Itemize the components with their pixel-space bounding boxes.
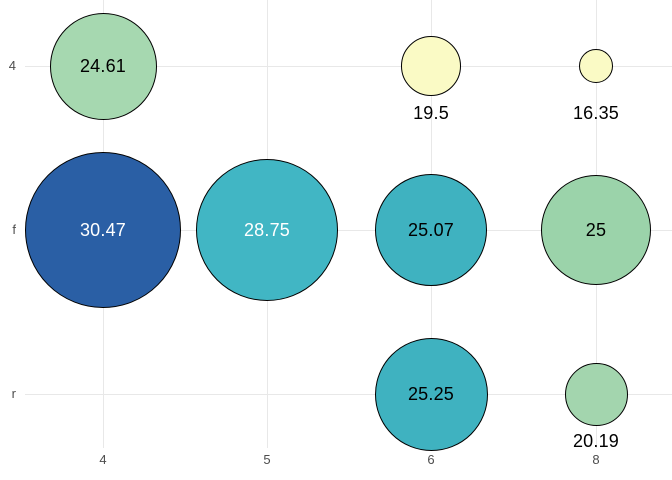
bubble-value-label: 25 — [585, 220, 607, 240]
bubble-value-label: 16.35 — [572, 103, 620, 123]
bubble-value-label: 30.47 — [79, 220, 127, 240]
bubble-yf-x6: 25.07 — [375, 174, 487, 286]
bubble-y4-x8: 16.35 — [573, 49, 619, 123]
bubble-value-label: 25.25 — [407, 384, 455, 404]
bubble-value-label: 19.5 — [413, 103, 449, 123]
bubble-value-label: 25.07 — [407, 220, 455, 240]
bubble-yf-x8: 25 — [541, 175, 651, 285]
bubble-yr-x8: 20.19 — [564, 362, 628, 451]
gridline-y4 — [25, 66, 672, 67]
x-axis-label-4: 4 — [99, 452, 107, 467]
y-axis-label-r: r — [11, 386, 16, 401]
bubble-yf-x5: 28.75 — [196, 159, 338, 301]
bubble-y4-x6: 19.5 — [401, 36, 461, 123]
bubble-value-label: 28.75 — [243, 220, 291, 240]
bubble-y4-x4: 24.61 — [49, 12, 157, 120]
x-axis-label-5: 5 — [263, 452, 271, 467]
x-axis-label-8: 8 — [592, 452, 600, 467]
bubble-yf-x4: 30.47 — [25, 152, 181, 308]
bubble-value-label: 24.61 — [79, 56, 127, 76]
bubble-yr-x6: 25.25 — [374, 337, 488, 451]
x-axis-label-6: 6 — [427, 452, 435, 467]
y-axis-label-f: f — [12, 222, 16, 237]
gridline-yf — [25, 230, 672, 231]
y-axis-label-4: 4 — [8, 58, 16, 73]
gridline-yr — [25, 394, 672, 395]
bubble-value-label: 20.19 — [572, 431, 620, 451]
